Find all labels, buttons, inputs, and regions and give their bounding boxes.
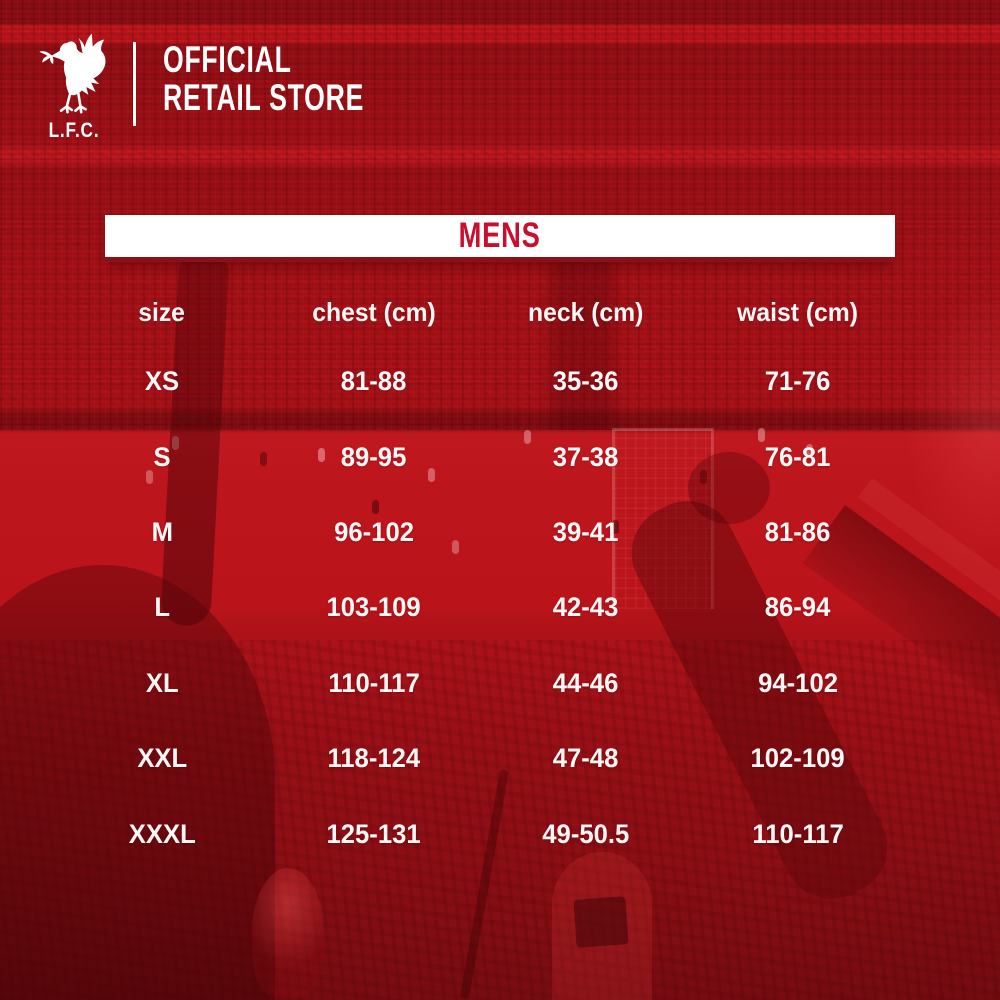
store-title-line2: RETAIL STORE <box>163 77 365 118</box>
column-header-size: size <box>138 296 186 327</box>
table-row-l: L 103-109 42-43 86-94 <box>56 570 904 645</box>
neck-value: 37-38 <box>553 441 619 472</box>
size-chart-table: size chest (cm) neck (cm) waist (cm) XS … <box>56 280 904 872</box>
waist-value: 76-81 <box>765 441 831 472</box>
barrier-rail-highlight <box>857 478 1000 680</box>
table-row-xs: XS 81-88 35-36 71-76 <box>56 344 904 419</box>
raised-arm-left-silhouette <box>160 246 230 628</box>
waist-value: 110-117 <box>752 818 844 849</box>
raised-arm-right-silhouette <box>615 484 904 916</box>
size-label: S <box>153 441 171 472</box>
chest-value: 96-102 <box>334 516 414 547</box>
goal-net-silhouette <box>612 428 714 609</box>
neck-value: 39-41 <box>553 516 619 547</box>
section-banner: MENS <box>105 215 895 262</box>
club-initials: L.F.C. <box>48 119 100 142</box>
flag-pole-silhouette <box>459 768 510 1000</box>
size-label: XS <box>144 366 180 397</box>
waist-value: 81-86 <box>765 516 831 547</box>
chest-value: 81-88 <box>341 366 407 397</box>
table-row-s: S 89-95 37-38 76-81 <box>56 419 904 494</box>
crowd-highlight-right <box>905 290 1000 570</box>
table-row-xl: XL 110-117 44-46 94-102 <box>56 646 904 721</box>
lfc-crest: L.F.C. <box>34 30 114 143</box>
size-label: XL <box>145 667 179 698</box>
table-row-m: M 96-102 39-41 81-86 <box>56 495 904 570</box>
header-divider <box>133 42 136 126</box>
chest-value: 89-95 <box>341 441 407 472</box>
store-title: OFFICIAL RETAIL STORE <box>163 41 442 117</box>
neck-value: 47-48 <box>553 743 619 774</box>
column-header-waist: waist (cm) <box>737 296 859 327</box>
store-title-line1: OFFICIAL <box>163 39 292 80</box>
crowd-texture-upper <box>0 0 1000 430</box>
table-row-xxxl: XXXL 125-131 49-50.5 110-117 <box>56 796 904 871</box>
table-row-xxl: XXL 118-124 47-48 102-109 <box>56 721 904 796</box>
neck-value: 44-46 <box>553 667 619 698</box>
size-label: M <box>151 516 173 547</box>
steward-silhouette <box>552 852 652 1000</box>
neck-value: 35-36 <box>553 366 619 397</box>
table-header-row: size chest (cm) neck (cm) waist (cm) <box>56 280 904 344</box>
waist-value: 71-76 <box>765 366 831 397</box>
barrier-right-silhouette <box>802 505 1000 764</box>
stand-shadow-strip <box>540 262 625 430</box>
chest-value: 118-124 <box>327 743 421 774</box>
size-label: XXL <box>137 743 187 774</box>
chest-value: 110-117 <box>328 667 420 698</box>
size-label: XXXL <box>128 818 196 849</box>
liver-bird-icon <box>39 33 106 114</box>
waist-value: 86-94 <box>765 592 831 623</box>
pitch-players-dots <box>0 0 7 14</box>
waist-value: 102-109 <box>750 743 846 774</box>
raised-fist-right-silhouette <box>688 452 770 524</box>
neck-value: 49-50.5 <box>542 818 630 849</box>
fan-head-silhouette <box>252 868 324 998</box>
crowd-texture-lower <box>0 640 1000 1000</box>
neck-value: 42-43 <box>553 592 619 623</box>
chest-value: 125-131 <box>326 818 422 849</box>
column-header-neck: neck (cm) <box>528 296 644 327</box>
section-title: MENS <box>459 216 541 255</box>
size-label: L <box>154 592 170 623</box>
chest-value: 103-109 <box>326 592 422 623</box>
column-header-chest: chest (cm) <box>312 296 436 327</box>
fan-silhouette-left <box>0 565 275 1000</box>
steward-vest-patch <box>573 896 629 948</box>
waist-value: 94-102 <box>758 667 838 698</box>
